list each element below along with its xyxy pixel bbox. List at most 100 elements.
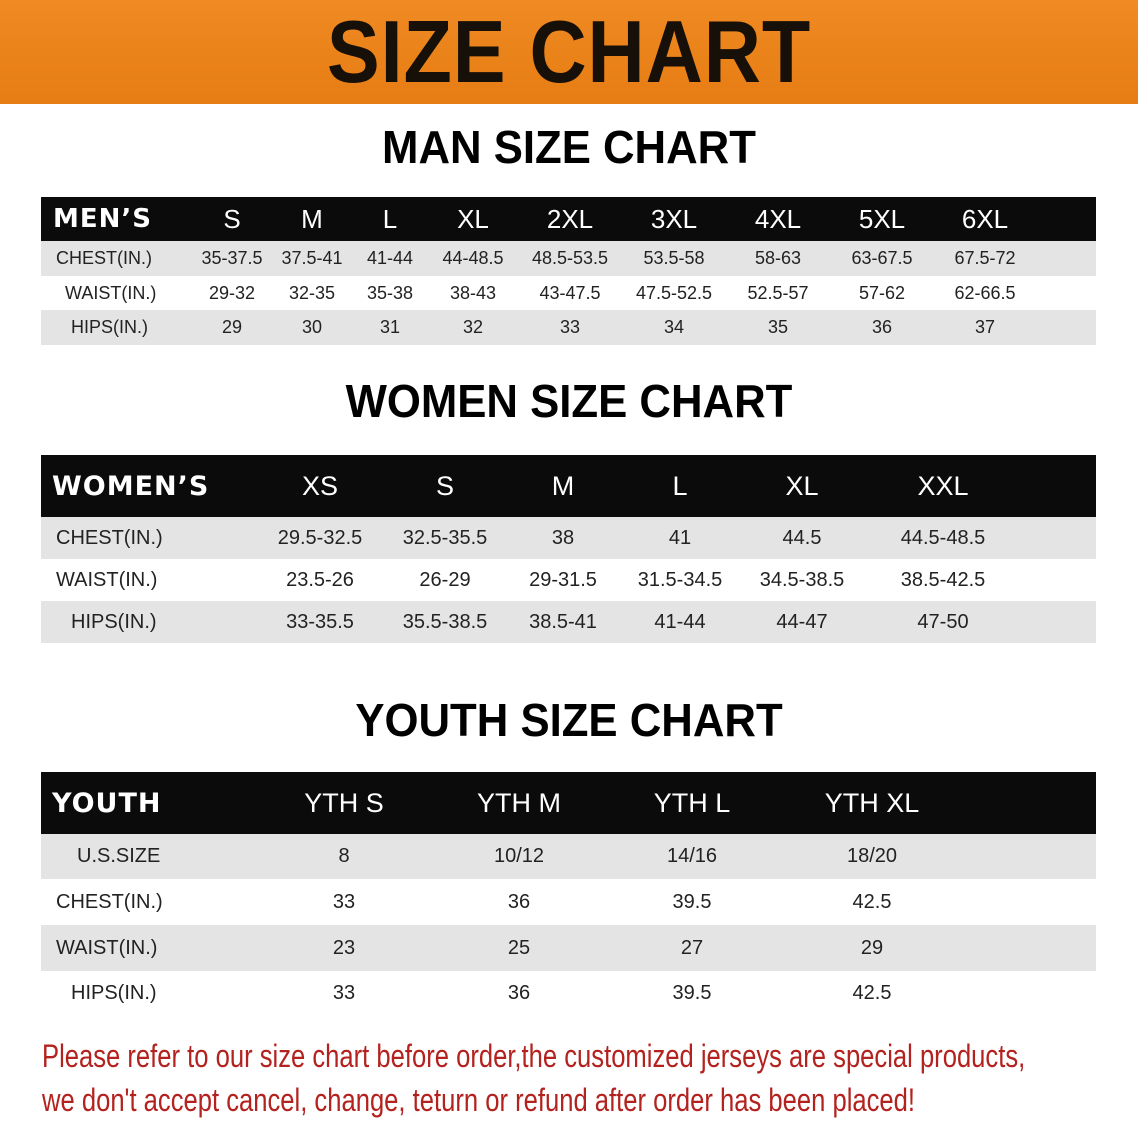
measurement-cell: 38	[551, 526, 575, 549]
size-header-cell: YTH XL	[824, 787, 920, 818]
measurement-cell: 44-47	[776, 610, 828, 633]
size-header-cell: M	[551, 470, 575, 501]
measurement-cell: 62-66.5	[954, 282, 1016, 303]
measurement-cell: 41	[668, 526, 692, 549]
measurement-cell: 44.5	[782, 526, 822, 549]
measurement-cell: 31	[379, 317, 401, 337]
row-label: U.S.SIZE	[77, 845, 161, 867]
measurement-cell: 44.5-48.5	[900, 526, 986, 549]
row-label: CHEST(IN.)	[56, 248, 152, 268]
measurement-cell: 52.5-57	[747, 282, 809, 303]
measurement-cell: 43-47.5	[539, 282, 601, 303]
measurement-cell: 57-62	[858, 282, 906, 303]
men-size-table: MEN’S S M L XL 2XL 3XL 4XL 5XL 6XL CHEST(IN.) 35-37…	[41, 197, 1096, 345]
measurement-cell: 35-38	[366, 282, 414, 303]
measurement-cell: 33	[332, 890, 356, 913]
measurement-cell: 37	[974, 317, 996, 337]
size-header-cell: 3XL	[650, 203, 698, 234]
measurement-cell: 35	[767, 317, 789, 337]
measurement-cell: 29	[860, 936, 884, 959]
youth-section-title: YOUTH SIZE CHART	[355, 694, 783, 746]
measurement-cell: 38.5-42.5	[900, 568, 986, 591]
women-size-table: WOMEN’S XS S M L XL XXL CHEST(IN.) 29.5-32.5 32.5…	[41, 455, 1096, 643]
measurement-cell: 63-67.5	[851, 248, 913, 268]
measurement-cell: 33-35.5	[286, 610, 354, 633]
measurement-cell: 29-32	[208, 282, 256, 303]
measurement-cell: 47.5-52.5	[635, 282, 713, 303]
size-header-cell: XL	[785, 470, 819, 501]
table-row: WAIST(IN.) 23.5-26 26-29 29-31.5 31.5-34.5 34…	[41, 559, 1096, 601]
table-row: CHEST(IN.) 33 36 39.5 42.5	[41, 879, 1096, 925]
size-header-cell: 4XL	[754, 203, 802, 234]
table-title-cell: YOUTH	[52, 787, 162, 819]
measurement-cell: 58-63	[754, 248, 802, 268]
size-header-cell: XXL	[917, 470, 969, 501]
measurement-cell: 32-35	[288, 282, 336, 303]
measurement-cell: 41-44	[366, 248, 414, 268]
measurement-cell: 26-29	[419, 568, 471, 591]
measurement-cell: 36	[871, 317, 893, 337]
measurement-cell: 47-50	[917, 610, 969, 633]
table-title-cell: MEN’S	[53, 204, 152, 234]
measurement-cell: 23.5-26	[286, 568, 354, 591]
measurement-cell: 14/16	[666, 845, 718, 867]
row-label: HIPS(IN.)	[71, 982, 157, 1004]
banner-title: SIZE CHART	[326, 2, 812, 101]
table-header-row: WOMEN’S XS S M L XL XXL	[41, 455, 1096, 517]
measurement-cell: 18/20	[846, 845, 898, 867]
measurement-cell: 42.5	[852, 982, 892, 1004]
banner: SIZE CHART	[0, 0, 1138, 104]
size-header-cell: XS	[301, 470, 339, 501]
measurement-cell: 31.5-34.5	[637, 568, 723, 591]
table-row: CHEST(IN.) 35-37.5 37.5-41 41-44 44-48.5 48.5…	[41, 241, 1096, 276]
table-row: HIPS(IN.) 33 36 39.5 42.5	[41, 971, 1096, 1016]
measurement-cell: 29.5-32.5	[277, 526, 363, 549]
measurement-cell: 8	[338, 845, 350, 867]
measurement-cell: 38.5-41	[529, 610, 597, 633]
row-label: CHEST(IN.)	[56, 526, 163, 549]
size-header-cell: XL	[457, 203, 489, 234]
size-header-cell: S	[223, 203, 241, 234]
notice-line-2: we don't accept cancel, change, teturn o…	[42, 1082, 915, 1118]
measurement-cell: 30	[301, 317, 323, 337]
measurement-cell: 32.5-35.5	[402, 526, 488, 549]
size-header-cell: YTH M	[477, 787, 561, 818]
measurement-cell: 53.5-58	[643, 248, 705, 268]
measurement-cell: 36	[507, 982, 531, 1004]
measurement-cell: 35-37.5	[201, 248, 263, 268]
youth-size-table: YOUTH YTH S YTH M YTH L YTH XL U.S.SIZE 8 10/12…	[41, 772, 1096, 1016]
measurement-cell: 67.5-72	[954, 248, 1016, 268]
measurement-cell: 33	[559, 317, 581, 337]
measurement-cell: 29	[221, 317, 243, 337]
notice-line-1: Please refer to our size chart before or…	[42, 1038, 1026, 1074]
women-section-title: WOMEN SIZE CHART	[345, 375, 793, 427]
table-row: WAIST(IN.) 23 25 27 29	[41, 925, 1096, 971]
size-header-cell: YTH S	[304, 787, 384, 818]
row-label: HIPS(IN.)	[71, 317, 149, 337]
size-header-cell: L	[382, 203, 398, 234]
measurement-cell: 48.5-53.5	[531, 248, 609, 268]
measurement-cell: 42.5	[852, 890, 892, 913]
men-section-title: MAN SIZE CHART	[382, 121, 756, 173]
table-row: WAIST(IN.) 29-32 32-35 35-38 38-43 43-47.5 47.…	[41, 276, 1096, 310]
measurement-cell: 10/12	[493, 845, 545, 867]
table-row: CHEST(IN.) 29.5-32.5 32.5-35.5 38 41 44.5 44.5…	[41, 517, 1096, 559]
size-header-cell: 6XL	[961, 203, 1009, 234]
size-header-cell: L	[672, 470, 688, 501]
measurement-cell: 32	[462, 317, 484, 337]
measurement-cell: 29-31.5	[529, 568, 597, 591]
row-label: HIPS(IN.)	[71, 610, 157, 633]
table-title-cell: WOMEN’S	[52, 470, 210, 502]
measurement-cell: 44-48.5	[442, 248, 504, 268]
size-header-cell: YTH L	[653, 787, 731, 818]
size-header-cell: 5XL	[858, 203, 906, 234]
row-label: WAIST(IN.)	[65, 282, 157, 303]
table-row: HIPS(IN.) 29 30 31 32 33 34 35 36 37	[41, 310, 1096, 345]
measurement-cell: 39.5	[672, 982, 712, 1004]
measurement-cell: 25	[507, 936, 531, 959]
measurement-cell: 36	[507, 890, 531, 913]
measurement-cell: 34	[663, 317, 685, 337]
measurement-cell: 27	[680, 936, 704, 959]
measurement-cell: 33	[332, 982, 356, 1004]
measurement-cell: 34.5-38.5	[759, 568, 845, 591]
